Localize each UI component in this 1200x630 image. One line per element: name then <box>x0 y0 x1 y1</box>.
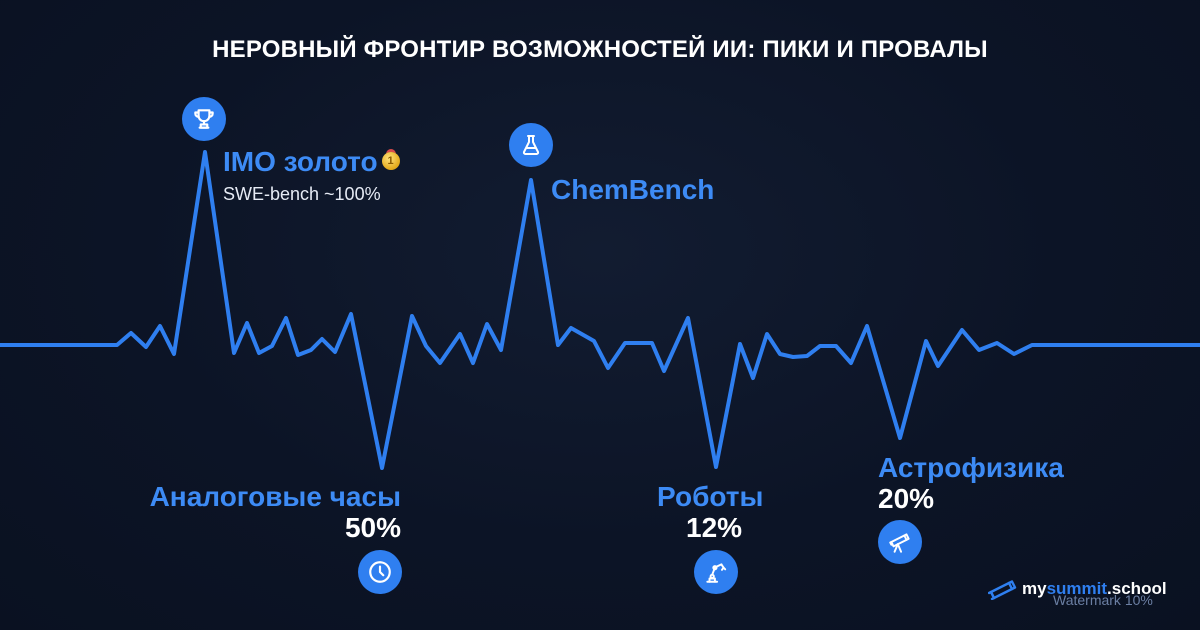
robot-arm-icon <box>694 550 738 594</box>
page-title: НЕРОВНЫЙ ФРОНТИР ВОЗМОЖНОСТЕЙ ИИ: ПИКИ И… <box>212 36 988 63</box>
telescope-icon <box>878 520 922 564</box>
brand-accent: summit <box>1046 579 1108 598</box>
clock-icon <box>358 550 402 594</box>
peak-imo-sublabel: SWE-bench ~100% <box>223 184 381 204</box>
dip-robots-value: 12% <box>686 512 743 543</box>
peak-imo-text: IMO золото <box>223 146 378 177</box>
brand-prefix: my <box>1022 579 1047 598</box>
dip-clocks-label: Аналоговые часы <box>149 481 401 512</box>
watermark: Watermark 10% <box>1053 592 1153 608</box>
dip-astro-value: 20% <box>878 483 935 514</box>
dip-astro-label: Астрофизика <box>878 452 1064 483</box>
brand-name[interactable]: mysummit.school <box>1022 579 1167 599</box>
flask-icon <box>509 123 553 167</box>
trophy-icon <box>182 97 226 141</box>
peak-imo-label: IMO золото 1 <box>223 146 400 178</box>
dip-robots-label: Роботы <box>657 481 764 512</box>
brand-suffix: .school <box>1107 579 1167 598</box>
brand-telescope-icon <box>987 578 1018 601</box>
medal-icon: 1 <box>381 151 400 170</box>
peak-chembench-label: ChemBench <box>551 174 715 205</box>
dip-clocks-value: 50% <box>344 512 401 543</box>
